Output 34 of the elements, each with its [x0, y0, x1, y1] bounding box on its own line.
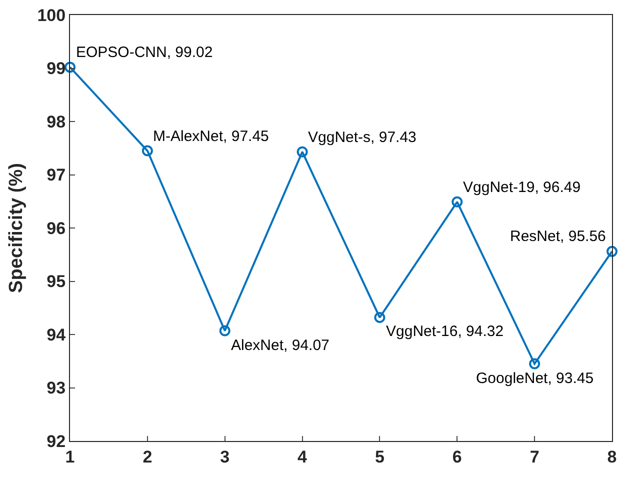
x-tick-label: 5	[374, 447, 384, 466]
annotation: VggNet-19, 96.49	[463, 179, 581, 196]
y-tick-label: 94	[46, 325, 66, 344]
y-tick-label: 100	[37, 6, 66, 25]
x-tick-label: 1	[65, 447, 75, 466]
annotation: M-AlexNet, 97.45	[153, 128, 269, 145]
x-tick-label: 8	[607, 447, 617, 466]
annotation: VggNet-s, 97.43	[308, 129, 416, 146]
point	[142, 145, 153, 156]
point	[219, 325, 230, 336]
x-tick-label: 4	[298, 447, 308, 466]
y-tick-label: 99	[46, 59, 66, 78]
point	[296, 146, 308, 158]
x-tick-label: 2	[142, 447, 152, 466]
annotation: GoogleNet, 93.45	[476, 370, 594, 387]
annotation: EOPSO-CNN, 99.02	[76, 44, 213, 61]
point	[64, 62, 76, 73]
x-tick-label: 3	[220, 447, 230, 466]
y-tick-label: 96	[46, 218, 66, 238]
point	[606, 246, 618, 257]
annotation: AlexNet, 94.07	[231, 337, 330, 354]
y-tick-label: 95	[46, 272, 66, 292]
point	[529, 358, 540, 370]
annotation: ResNet, 95.56	[510, 228, 606, 245]
x-tick-label: 7	[530, 447, 540, 466]
x-tick-label: 6	[452, 447, 462, 466]
annotation: VggNet-16, 94.32	[386, 323, 504, 340]
y-tick-label: 92	[46, 432, 66, 451]
y-tick-label: 98	[46, 112, 66, 132]
y-tick-label: 97	[46, 166, 66, 185]
y-tick-label: 93	[46, 378, 66, 398]
point	[452, 196, 463, 208]
point	[374, 312, 386, 323]
y-axis-title: Specificity (%)	[6, 163, 27, 293]
